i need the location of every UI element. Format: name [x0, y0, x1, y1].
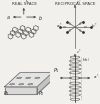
Text: $b^*$: $b^*$	[91, 22, 98, 31]
Polygon shape	[37, 73, 52, 94]
Text: $P_2$: $P_2$	[38, 89, 44, 98]
Text: $a^*$: $a^*$	[93, 73, 100, 82]
Text: $P_1$: $P_1$	[53, 66, 60, 75]
Text: $c^*$: $c^*$	[76, 47, 82, 57]
Text: $hk_l$: $hk_l$	[82, 57, 89, 64]
Text: $b$: $b$	[38, 14, 43, 22]
Text: $P_3$: $P_3$	[2, 89, 9, 98]
Text: RECIPROCAL SPACE: RECIPROCAL SPACE	[55, 2, 95, 6]
Polygon shape	[4, 73, 53, 87]
Text: $c$: $c$	[25, 0, 29, 4]
Polygon shape	[4, 87, 37, 94]
Text: $a^*$: $a^*$	[56, 22, 62, 31]
Text: $c^*$: $c^*$	[76, 0, 82, 7]
Text: REAL SPACE: REAL SPACE	[12, 2, 38, 6]
Text: $a$: $a$	[6, 14, 10, 21]
